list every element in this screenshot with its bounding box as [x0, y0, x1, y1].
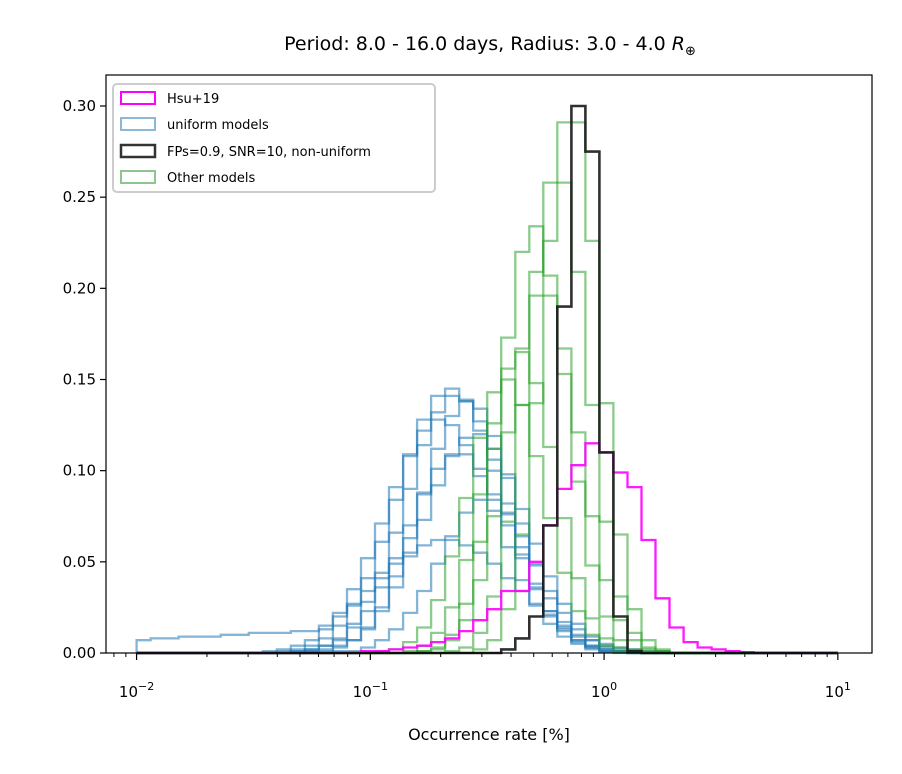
- y-tick-label: 0.30: [63, 97, 96, 115]
- x-tick-label: 100: [591, 680, 617, 701]
- legend-box: [112, 83, 436, 193]
- legend-swatch-fps: [119, 143, 157, 159]
- x-tick-label: 10−1: [353, 680, 388, 701]
- legend: Hsu+19 uniform models FPs=0.9, SNR=10, n…: [112, 83, 436, 193]
- y-tick-label: 0.25: [63, 188, 96, 206]
- tick-layer: 0.00 0.05 0.10 0.15 0.20 0.25 0.30 10−2 10−1 100 1…: [63, 97, 851, 701]
- chart-title: Period: 8.0 - 16.0 days, Radius: 3.0 - 4…: [284, 33, 696, 59]
- y-tick-label: 0.20: [63, 279, 96, 297]
- legend-swatch-uniform: [120, 117, 156, 131]
- legend-label-other: Other models: [167, 171, 256, 186]
- x-axis-label: Occurrence rate [%]: [408, 725, 570, 744]
- legend-label-hsu: Hsu+19: [167, 92, 219, 107]
- y-tick-label: 0.05: [63, 553, 96, 571]
- legend-label-uniform: uniform models: [167, 118, 269, 133]
- legend-swatch-hsu: [120, 91, 156, 105]
- y-tick-label: 0.10: [63, 462, 96, 480]
- legend-label-fps: FPs=0.9, SNR=10, non-uniform: [167, 145, 371, 160]
- legend-swatch-other: [120, 170, 156, 184]
- axes-frame: [105, 74, 873, 654]
- y-tick-label: 0.00: [63, 644, 96, 662]
- x-tick-label: 101: [825, 680, 851, 701]
- x-tick-label: 10−2: [119, 680, 154, 701]
- y-tick-label: 0.15: [63, 370, 96, 388]
